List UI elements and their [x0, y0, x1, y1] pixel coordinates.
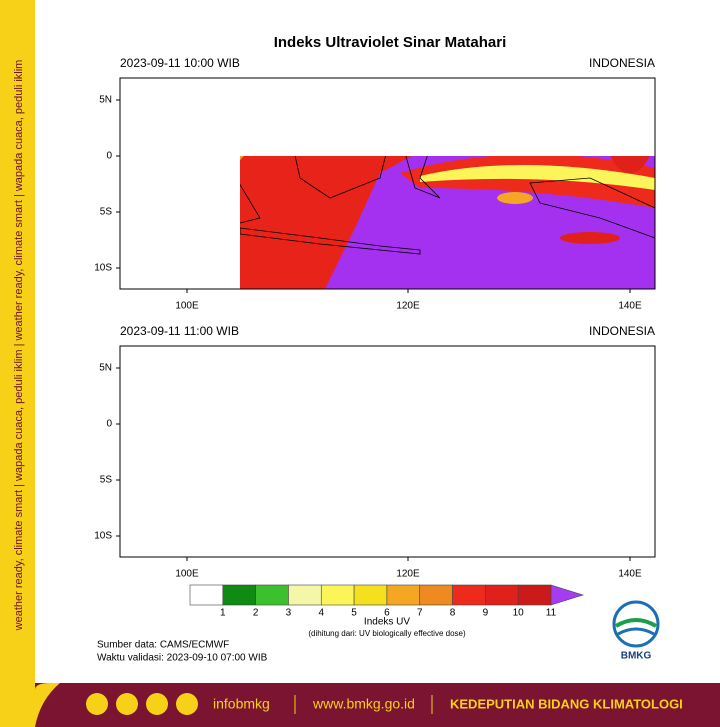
panel-datetime: 2023-09-11 10:00 WIB — [120, 56, 240, 70]
colorbar-tick-label: 5 — [351, 608, 357, 619]
colorbar-tick-label: 6 — [384, 608, 390, 619]
logo: BMKG — [612, 600, 660, 662]
source: Sumber data: CAMS/ECMWF — [97, 640, 229, 651]
colorbar-box — [485, 584, 519, 606]
lon-label: 120E — [396, 301, 420, 312]
lat-label: 5S — [100, 207, 113, 218]
title: Indeks Ultraviolet Sinar Matahari — [274, 34, 507, 51]
lon-label: 140E — [618, 569, 642, 580]
colorbar-tick-label: 8 — [450, 608, 456, 619]
colorbar-box — [255, 584, 289, 606]
panel-region: INDONESIA — [589, 324, 655, 338]
colorbar-box — [452, 584, 486, 606]
colorbar-tick-label: 7 — [417, 608, 423, 619]
colorbar-box — [189, 584, 224, 606]
footer-corner — [0, 683, 60, 727]
lat-label: 5N — [99, 363, 112, 374]
map-frame — [119, 77, 656, 290]
colorbar: 1 2 3 4 5 6 7 8 9 10 11 — [189, 584, 585, 619]
social-handle: infobmkg — [213, 696, 270, 712]
colorbar-tick-label: 4 — [318, 608, 324, 619]
lat-label: 5N — [99, 95, 112, 106]
social-icons — [86, 693, 198, 715]
colorbar-tick-label: 1 — [220, 608, 226, 619]
colorbar-box — [320, 584, 355, 606]
logo-text: BMKG — [621, 651, 652, 662]
website[interactable]: www.bmkg.go.id — [312, 696, 415, 712]
lon-label: 100E — [175, 301, 199, 312]
colorbar-box — [517, 584, 552, 606]
colorbar-tick-label: 9 — [483, 608, 489, 619]
lon-label: 120E — [396, 569, 420, 580]
colorbar-tick-label: 11 — [546, 608, 557, 619]
lat-label: 0 — [106, 151, 112, 162]
colorbar-box — [353, 584, 388, 606]
map-panels: 2023-09-11 10:00 WIB INDONESIA 5N 0 5S 10S 100… — [94, 56, 656, 580]
colorbar-box — [222, 584, 256, 606]
colorbar-box — [288, 584, 322, 606]
lat-label: 0 — [106, 419, 112, 430]
side-text: weather ready, climate smart | wapada cu… — [13, 60, 25, 632]
panel-region: INDONESIA — [589, 56, 655, 70]
lat-label: 10S — [94, 263, 112, 274]
validity: Waktu validasi: 2023-09-10 07:00 WIB — [97, 653, 268, 664]
panel-datetime: 2023-09-11 11:00 WIB — [120, 324, 239, 338]
colorbar-tick-label: 3 — [286, 608, 292, 619]
lon-label: 140E — [618, 301, 642, 312]
colorbar-box — [386, 584, 421, 606]
colorbar-extension — [550, 584, 585, 606]
map-frame — [119, 345, 656, 558]
colorbar-label: Indeks UV — [364, 617, 410, 628]
side-band — [0, 0, 35, 690]
colorbar-tick-label: 2 — [253, 608, 259, 619]
lon-label: 100E — [175, 569, 199, 580]
lat-label: 10S — [94, 531, 112, 542]
lat-label: 5S — [100, 475, 113, 486]
unit-name: KEDEPUTIAN BIDANG KLIMATOLOGI — [450, 696, 683, 711]
colorbar-note: (dihitung dari: UV biologically effectiv… — [308, 629, 466, 638]
colorbar-box — [419, 584, 453, 606]
colorbar-tick-label: 10 — [513, 608, 525, 619]
